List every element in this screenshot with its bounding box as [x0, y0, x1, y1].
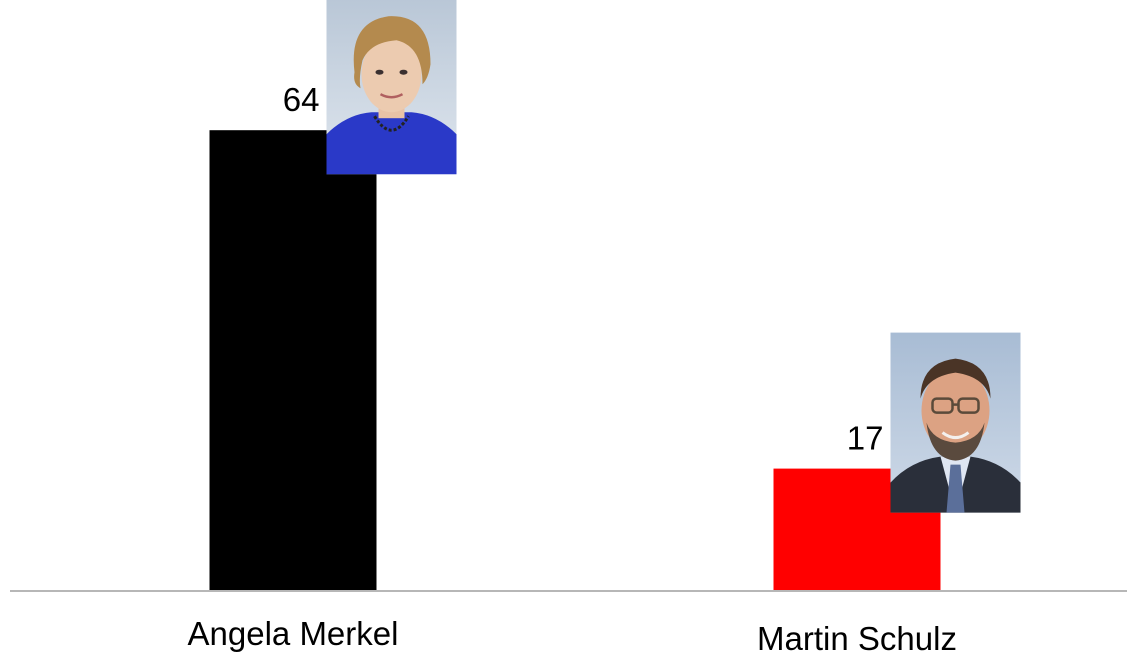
portrait-angela-merkel-icon [326, 0, 457, 175]
portrait-martin-schulz-icon [890, 332, 1021, 513]
value-label: 17 [847, 420, 884, 457]
category-label: Angela Merkel [188, 615, 399, 652]
bar-angela-merkel [209, 130, 377, 591]
value-label: 64 [283, 81, 320, 118]
category-label: Martin Schulz [757, 620, 957, 654]
